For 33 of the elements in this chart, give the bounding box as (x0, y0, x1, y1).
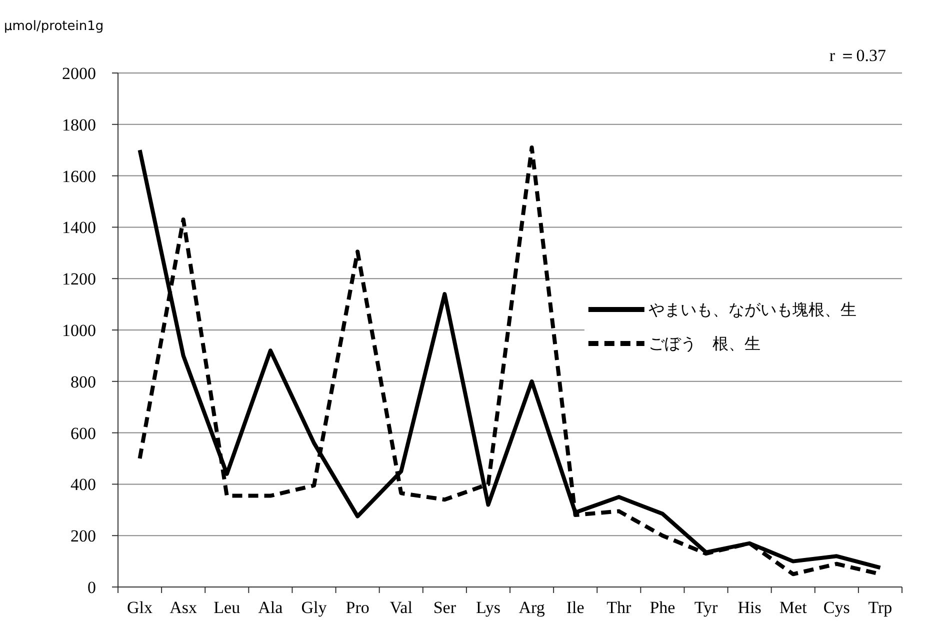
x-tick-label: Asx (170, 598, 198, 617)
x-tick-label: Trp (868, 598, 892, 617)
x-tick-label: Phe (650, 598, 676, 617)
y-axis-title: μmol/protein1g (4, 19, 104, 34)
x-tick-label: Gly (301, 598, 328, 617)
x-tick-label: Ser (433, 598, 456, 617)
y-tick-label: 200 (70, 526, 96, 546)
x-tick-label: Ala (258, 598, 284, 617)
y-tick-label: 1800 (62, 115, 96, 134)
x-tick-label: His (738, 598, 762, 617)
x-tick-label: Ile (566, 598, 584, 617)
y-tick-label: 0 (88, 578, 96, 597)
y-tick-label: 400 (70, 475, 96, 494)
y-tick-label: 1200 (62, 270, 96, 289)
x-tick-label: Cys (823, 598, 850, 617)
x-tick-label: Tyr (694, 598, 718, 617)
x-tick-label: Val (390, 598, 413, 617)
y-tick-label: 1000 (62, 320, 96, 340)
y-tick-label: 600 (70, 424, 96, 443)
y-tick-label: 1400 (62, 218, 96, 238)
text: r ＝0.37 (829, 46, 886, 65)
legend-label: ごぼう 根、生 (648, 334, 760, 354)
y-tick-label: 1600 (62, 166, 96, 186)
y-tick-label: 800 (70, 372, 96, 392)
y-tick-label: 2000 (62, 64, 96, 83)
x-tick-label: Lys (476, 598, 501, 617)
x-tick-label: Pro (346, 598, 370, 617)
x-tick-label: Leu (214, 598, 241, 617)
x-tick-label: Met (779, 598, 808, 617)
x-tick-label: Arg (518, 598, 546, 617)
x-tick-label: Glx (127, 598, 154, 617)
x-tick-label: Thr (606, 598, 632, 617)
legend-label: やまいも、ながいも塊根、生 (648, 300, 856, 320)
